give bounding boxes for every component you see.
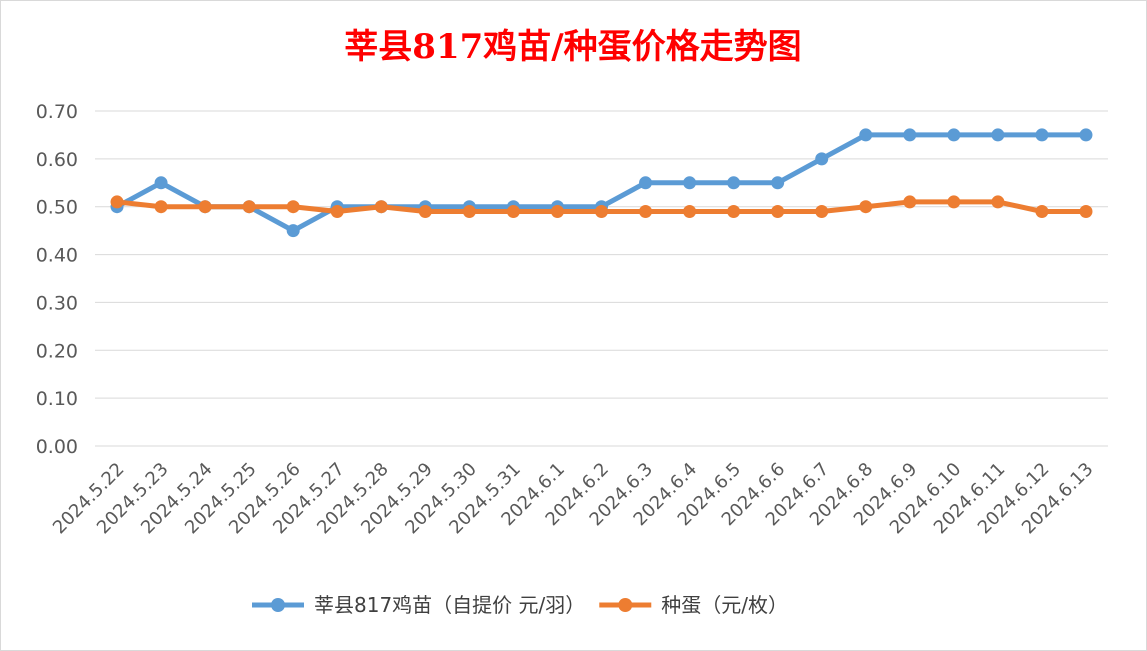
data-point: [242, 200, 256, 214]
data-point: [506, 205, 520, 218]
y-tick-label: 0.10: [36, 388, 78, 410]
data-point: [1079, 128, 1093, 142]
legend-label: 莘县817鸡苗（自提价 元/羽）: [314, 593, 585, 617]
series-lines: [110, 128, 1093, 238]
data-point: [947, 195, 961, 209]
data-point: [815, 205, 829, 218]
data-point: [903, 195, 917, 209]
data-point: [815, 152, 829, 166]
data-point: [727, 176, 741, 190]
y-tick-label: 0.20: [36, 340, 78, 362]
legend-item-2: 种蛋（元/枚）: [599, 593, 788, 617]
data-point: [154, 176, 168, 190]
legend-item-1: 莘县817鸡苗（自提价 元/羽）: [252, 593, 585, 617]
legend-label: 种蛋（元/枚）: [661, 593, 788, 617]
data-point: [639, 176, 653, 190]
series-1: [110, 128, 1093, 238]
data-point: [1035, 205, 1049, 218]
data-point: [859, 200, 873, 214]
grid-lines: [95, 110, 1108, 447]
y-tick-label: 0.60: [36, 149, 78, 171]
legend-swatch-marker: [618, 598, 633, 612]
data-point: [1079, 205, 1093, 218]
y-tick-label: 0.50: [36, 197, 78, 219]
data-point: [330, 205, 344, 218]
data-point: [462, 205, 476, 218]
x-axis-ticks: 2024.5.222024.5.232024.5.242024.5.252024…: [49, 459, 1098, 539]
y-tick-label: 0.30: [36, 292, 78, 314]
data-point: [154, 200, 168, 214]
data-point: [286, 224, 300, 238]
data-point: [198, 200, 212, 214]
data-point: [947, 128, 961, 142]
y-axis-ticks: 0.00 0.10 0.20 0.30 0.40 0.50 0.60 0.70: [36, 101, 78, 458]
data-point: [771, 205, 785, 218]
chart-title: 莘县817鸡苗/种蛋价格走势图: [344, 27, 801, 67]
data-point: [903, 128, 917, 142]
data-point: [859, 128, 873, 142]
data-point: [727, 205, 741, 218]
y-tick-label: 0.70: [36, 101, 78, 123]
data-point: [110, 195, 124, 209]
series-2: [110, 195, 1093, 218]
legend: 莘县817鸡苗（自提价 元/羽） 种蛋（元/枚）: [252, 593, 788, 617]
data-point: [991, 195, 1005, 209]
data-point: [374, 200, 388, 214]
data-point: [550, 205, 564, 218]
data-point: [771, 176, 785, 190]
y-tick-label: 0.40: [36, 245, 78, 267]
data-point: [683, 176, 697, 190]
data-point: [418, 205, 432, 218]
y-tick-label: 0.00: [36, 436, 78, 458]
data-point: [639, 205, 653, 218]
data-point: [595, 205, 608, 218]
data-point: [286, 200, 300, 214]
data-point: [683, 205, 697, 218]
data-point: [991, 128, 1005, 142]
legend-swatch-marker: [271, 598, 285, 612]
data-point: [1035, 128, 1049, 142]
